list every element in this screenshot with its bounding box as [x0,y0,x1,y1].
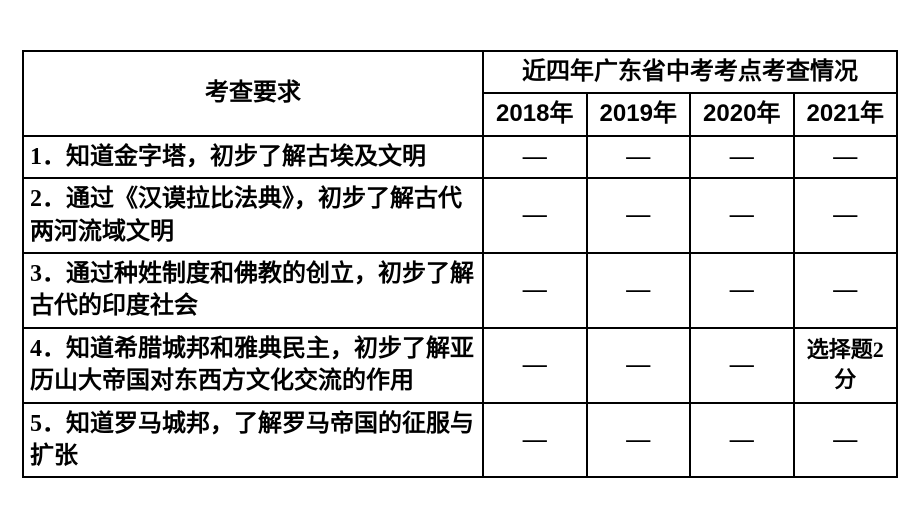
table-row: 2．通过《汉谟拉比法典》，初步了解古代两河流域文明 — — — — [23,178,897,253]
data-cell: 选择题2分 [794,328,898,403]
data-cell: — [690,178,794,253]
data-cell: — [690,253,794,328]
year-group-header: 近四年广东省中考考点考查情况 [483,51,897,93]
requirement-cell: 4．知道希腊城邦和雅典民主，初步了解亚历山大帝国对东西方文化交流的作用 [23,328,483,403]
data-cell: — [690,328,794,403]
data-cell: — [794,136,898,178]
data-cell: — [587,136,691,178]
data-cell: — [483,328,587,403]
data-cell: — [690,136,794,178]
data-cell: — [794,253,898,328]
data-cell: — [794,403,898,478]
year-header-2019: 2019年 [587,93,691,135]
data-cell: — [587,328,691,403]
data-cell: — [483,178,587,253]
data-cell: — [690,403,794,478]
year-header-2020: 2020年 [690,93,794,135]
exam-requirements-table: 考查要求 近四年广东省中考考点考查情况 2018年 2019年 2020年 20… [22,50,898,478]
table-row: 5．知道罗马城邦，了解罗马帝国的征服与扩张 — — — — [23,403,897,478]
data-cell: — [794,178,898,253]
data-cell: — [483,403,587,478]
table-row: 4．知道希腊城邦和雅典民主，初步了解亚历山大帝国对东西方文化交流的作用 — — … [23,328,897,403]
data-cell: — [587,403,691,478]
data-cell: — [483,136,587,178]
table-row: 3．通过种姓制度和佛教的创立，初步了解古代的印度社会 — — — — [23,253,897,328]
requirement-cell: 5．知道罗马城邦，了解罗马帝国的征服与扩张 [23,403,483,478]
year-header-2018: 2018年 [483,93,587,135]
requirement-cell: 1．知道金字塔，初步了解古埃及文明 [23,136,483,178]
table-row: 1．知道金字塔，初步了解古埃及文明 — — — — [23,136,897,178]
data-cell: — [483,253,587,328]
requirement-header: 考查要求 [23,51,483,136]
data-cell: — [587,253,691,328]
year-header-2021: 2021年 [794,93,898,135]
requirement-cell: 3．通过种姓制度和佛教的创立，初步了解古代的印度社会 [23,253,483,328]
data-cell: — [587,178,691,253]
requirement-cell: 2．通过《汉谟拉比法典》，初步了解古代两河流域文明 [23,178,483,253]
